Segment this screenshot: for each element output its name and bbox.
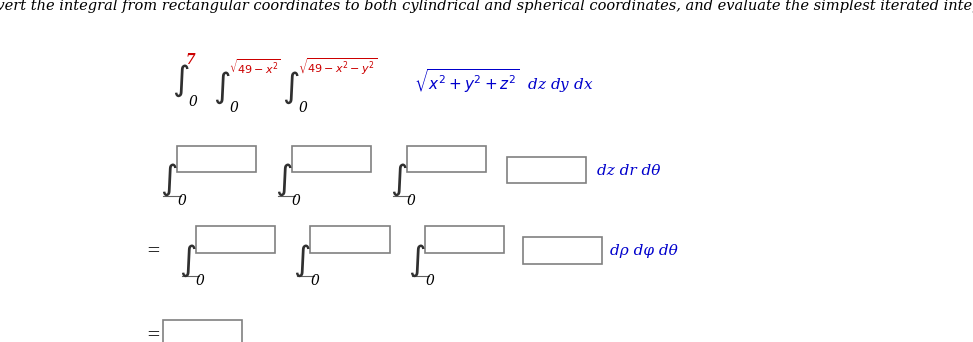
Text: $\int$: $\int$ [213,69,231,106]
Text: $\int$: $\int$ [390,162,408,198]
Text: 0: 0 [189,95,198,109]
Text: dρ dφ dθ: dρ dφ dθ [610,244,678,258]
Text: dz dr dθ: dz dr dθ [596,164,660,178]
FancyBboxPatch shape [310,226,389,252]
Text: 0: 0 [230,101,239,115]
Text: =: = [146,242,160,260]
Text: 0: 0 [292,194,301,208]
Text: 7: 7 [186,53,196,67]
FancyBboxPatch shape [196,226,274,252]
Text: $\int$: $\int$ [282,69,300,106]
Text: $\sqrt{x^2+y^2+z^2}$  dz dy dx: $\sqrt{x^2+y^2+z^2}$ dz dy dx [414,67,594,95]
Text: $\int$: $\int$ [179,242,197,279]
Text: $\int$: $\int$ [161,162,178,198]
FancyBboxPatch shape [425,226,504,252]
Text: $\sqrt{49-x^2-y^2}$: $\sqrt{49-x^2-y^2}$ [298,57,378,77]
Text: $\int$: $\int$ [294,242,311,279]
FancyBboxPatch shape [177,146,256,172]
Text: $\int$: $\int$ [275,162,293,198]
Text: 0: 0 [310,274,319,288]
FancyBboxPatch shape [292,146,371,172]
Text: 0: 0 [299,101,307,115]
Text: $\int$: $\int$ [172,63,190,100]
Text: $\sqrt{49-x^2}$: $\sqrt{49-x^2}$ [229,58,280,76]
Text: 0: 0 [407,194,415,208]
Text: 0: 0 [425,274,434,288]
Text: Convert the integral from rectangular coordinates to both cylindrical and spheri: Convert the integral from rectangular co… [0,0,973,13]
FancyBboxPatch shape [163,320,242,342]
FancyBboxPatch shape [523,237,602,264]
FancyBboxPatch shape [507,157,586,183]
Text: $\int$: $\int$ [409,242,426,279]
Text: 0: 0 [196,274,204,288]
Text: =: = [146,326,160,342]
Text: 0: 0 [177,194,186,208]
FancyBboxPatch shape [407,146,486,172]
